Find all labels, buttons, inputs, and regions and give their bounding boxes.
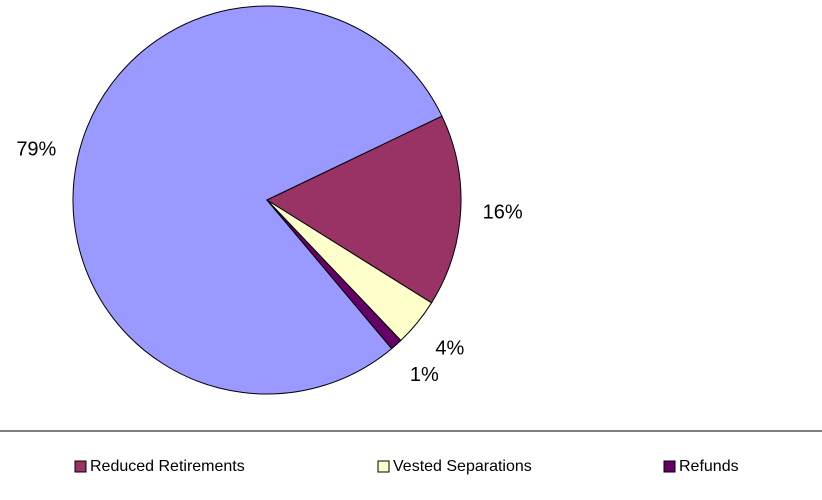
legend-label: Reduced Retirements bbox=[90, 458, 245, 475]
pie-slice bbox=[266, 199, 402, 350]
pie-slice bbox=[265, 115, 462, 304]
legend-swatch bbox=[663, 460, 676, 473]
legend-label: Refunds bbox=[679, 458, 739, 475]
legend-swatch bbox=[377, 460, 390, 473]
legend-label: Vested Separations bbox=[393, 458, 532, 475]
data-label: 16% bbox=[483, 201, 523, 223]
data-label: 4% bbox=[435, 337, 464, 359]
data-label: 79% bbox=[16, 138, 56, 160]
pie-slice bbox=[72, 5, 443, 395]
data-label: 1% bbox=[410, 364, 439, 386]
legend-swatch bbox=[74, 460, 87, 473]
